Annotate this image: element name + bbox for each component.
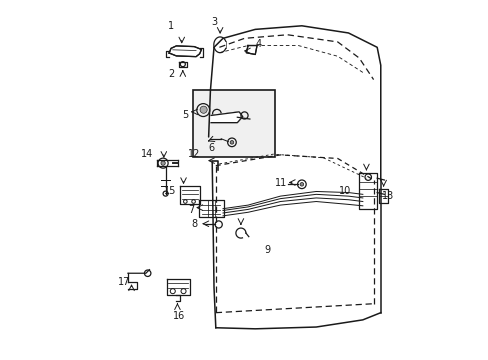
Bar: [192, 90, 274, 157]
Text: 3: 3: [210, 17, 217, 27]
Text: 8: 8: [191, 219, 198, 229]
Text: 7: 7: [188, 206, 194, 216]
Text: 2: 2: [167, 69, 174, 79]
Text: 5: 5: [183, 111, 188, 121]
Text: 13: 13: [381, 191, 393, 201]
Text: 16: 16: [173, 311, 185, 320]
Text: 6: 6: [208, 143, 214, 153]
Text: 14: 14: [141, 149, 153, 159]
Circle shape: [300, 183, 303, 186]
Text: 15: 15: [163, 186, 176, 196]
Circle shape: [200, 106, 207, 113]
Text: 4: 4: [255, 39, 261, 49]
Text: 9: 9: [264, 245, 270, 255]
Circle shape: [230, 140, 233, 144]
Circle shape: [161, 161, 165, 165]
Text: 17: 17: [118, 277, 130, 287]
Polygon shape: [246, 45, 257, 54]
Text: 10: 10: [338, 186, 350, 197]
Polygon shape: [211, 112, 242, 123]
Polygon shape: [169, 46, 201, 57]
Text: 11: 11: [275, 178, 287, 188]
Text: 1: 1: [167, 21, 174, 31]
Text: 12: 12: [188, 149, 201, 159]
